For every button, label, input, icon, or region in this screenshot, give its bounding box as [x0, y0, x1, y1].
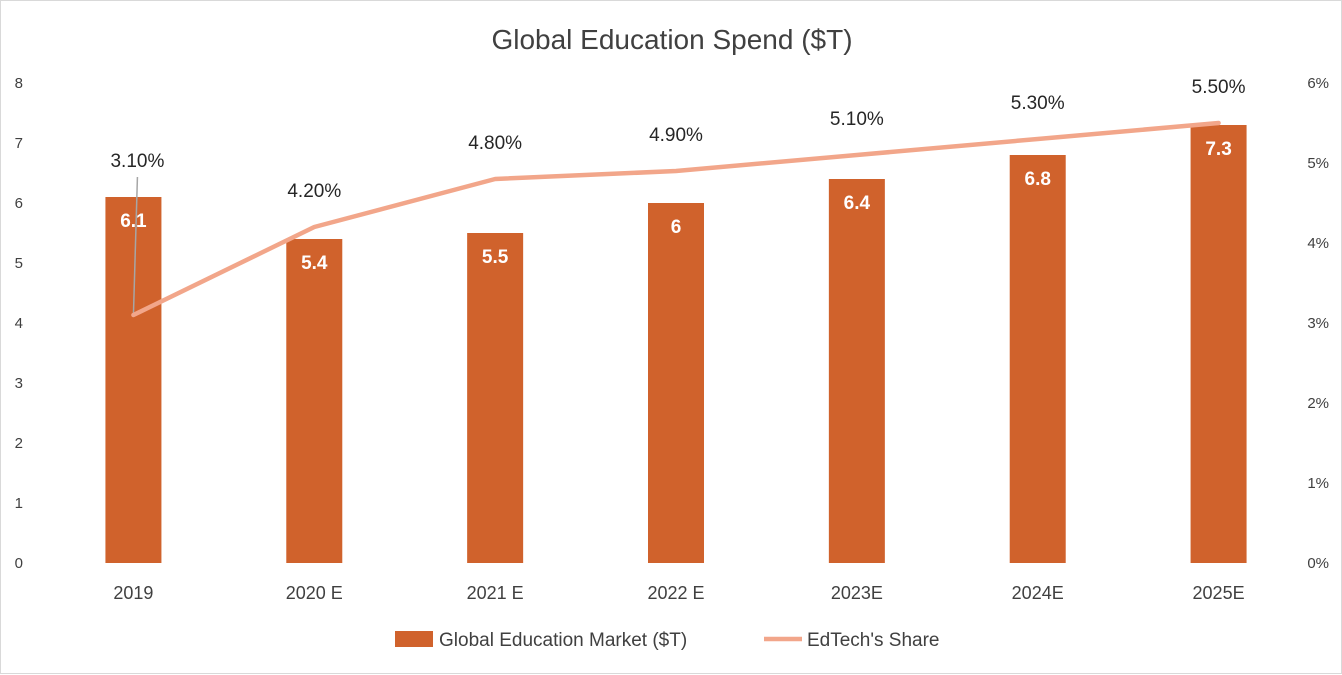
right-axis-tick-label: 0% [1307, 555, 1329, 572]
category-tick-label: 2021 E [467, 583, 524, 603]
line-data-label: 5.30% [1011, 93, 1065, 114]
category-tick-label: 2024E [1012, 583, 1064, 603]
bar-2022-e [648, 203, 704, 563]
bar-data-labels: 6.1 5.4 5.5 6 6.4 6.8 7.3 [120, 139, 1232, 274]
bar-series [105, 125, 1247, 563]
edtech-share-line [131, 120, 1221, 318]
legend-bar-label: Global Education Market ($T) [439, 630, 687, 651]
bar-data-label: 5.5 [482, 247, 509, 268]
right-axis-tick-label: 5% [1307, 155, 1329, 172]
left-axis-tick-label: 0 [15, 555, 23, 572]
category-tick-label: 2020 E [286, 583, 343, 603]
left-axis-tick-label: 8 [15, 75, 23, 92]
category-tick-label: 2025E [1193, 583, 1245, 603]
data-label-leader-line [132, 176, 139, 316]
left-axis-tick-label: 4 [15, 315, 23, 332]
legend-line-label: EdTech's Share [807, 630, 939, 651]
bar-2020-e [286, 239, 343, 563]
left-axis-tick-label: 1 [15, 495, 23, 512]
right-axis-ticks: 0% 1% 2% 3% 4% 5% 6% [1307, 75, 1329, 572]
left-axis-tick-label: 5 [15, 255, 23, 272]
category-axis-ticks: 2019 2020 E 2021 E 2022 E 2023E 2024E 2025E [113, 583, 1244, 603]
bar-data-label: 5.4 [301, 253, 328, 274]
left-axis-tick-label: 6 [15, 195, 23, 212]
chart-title: Global Education Spend ($T) [491, 24, 852, 55]
left-axis-tick-label: 2 [15, 435, 23, 452]
line-data-label: 4.80% [468, 133, 522, 154]
line-data-label: 4.20% [287, 181, 341, 202]
bar-2019 [105, 197, 162, 563]
right-axis-tick-label: 3% [1307, 315, 1329, 332]
right-axis-tick-label: 1% [1307, 475, 1329, 492]
line-data-labels: 3.10% 4.20% 4.80% 4.90% 5.10% 5.30% 5.50% [110, 77, 1245, 202]
left-axis-tick-label: 7 [15, 135, 23, 152]
bar-2021-e [467, 233, 524, 563]
legend: Global Education Market ($T) EdTech's Sha… [395, 630, 939, 651]
left-axis-tick-label: 3 [15, 375, 23, 392]
bar-2023e [828, 179, 885, 563]
left-axis-ticks: 0 1 2 3 4 5 6 7 8 [15, 75, 23, 572]
right-axis-tick-label: 6% [1307, 75, 1329, 92]
category-tick-label: 2019 [113, 583, 153, 603]
line-series [131, 120, 1221, 318]
bar-data-label: 6 [671, 217, 682, 238]
line-data-label: 3.10% [110, 151, 164, 172]
bar-data-label: 6.8 [1025, 169, 1051, 190]
bar-data-label: 7.3 [1205, 139, 1231, 160]
legend-bar-swatch [395, 631, 433, 647]
bar-data-label: 6.4 [844, 193, 871, 214]
line-data-label: 4.90% [649, 125, 703, 146]
right-axis-tick-label: 2% [1307, 395, 1329, 412]
right-axis-tick-label: 4% [1307, 235, 1329, 252]
bar-data-label: 6.1 [120, 211, 147, 232]
line-data-label: 5.10% [830, 109, 884, 130]
bar-2024e [1009, 155, 1066, 563]
category-tick-label: 2022 E [647, 583, 704, 603]
bar-2025e [1190, 125, 1247, 563]
line-data-label: 5.50% [1192, 77, 1246, 98]
category-tick-label: 2023E [831, 583, 883, 603]
